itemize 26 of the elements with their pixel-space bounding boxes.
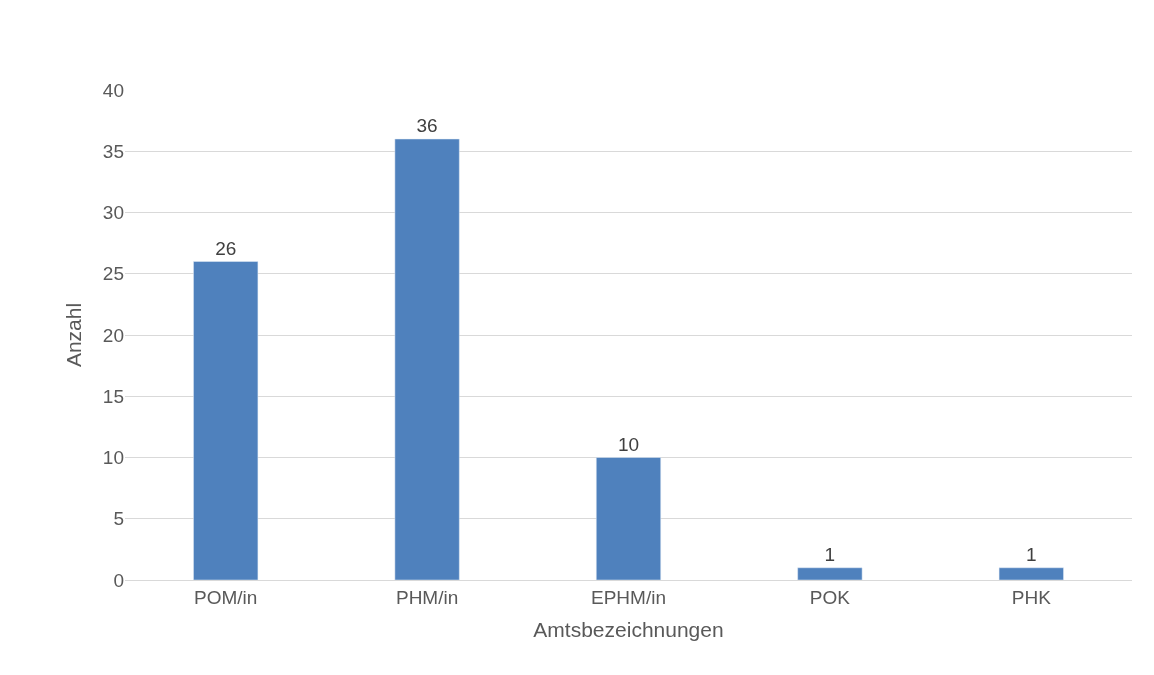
bar	[998, 567, 1064, 580]
x-tick-label: EPHM/in	[591, 586, 666, 608]
y-tick-label: 30	[102, 202, 124, 224]
data-label: 1	[824, 543, 836, 565]
bar	[596, 457, 661, 580]
y-tick-label: 40	[102, 79, 124, 101]
y-tick-label: 10	[102, 447, 124, 469]
bar	[797, 567, 863, 580]
x-tick-label: PHM/in	[395, 586, 459, 608]
bar	[394, 138, 460, 580]
data-label: 36	[416, 115, 438, 136]
x-tick-label: POK	[809, 586, 851, 608]
y-tick-label: 20	[102, 324, 124, 346]
bar	[193, 261, 259, 580]
data-label: 10	[617, 433, 640, 455]
y-tick-label: 25	[102, 263, 124, 285]
y-tick-label: 15	[102, 385, 124, 407]
x-tick-label: POM/in	[194, 586, 258, 608]
y-tick-label: 35	[102, 140, 124, 162]
data-label: 26	[215, 237, 237, 259]
x-tick-label: PHK	[1011, 586, 1052, 608]
data-label: 1	[1026, 543, 1037, 565]
y-tick-label: 0	[113, 569, 124, 591]
x-axis-title: Amtsbezeichnungen	[533, 618, 724, 641]
y-axis-title: Anzahl	[62, 302, 86, 368]
y-tick-label: 5	[113, 508, 124, 530]
